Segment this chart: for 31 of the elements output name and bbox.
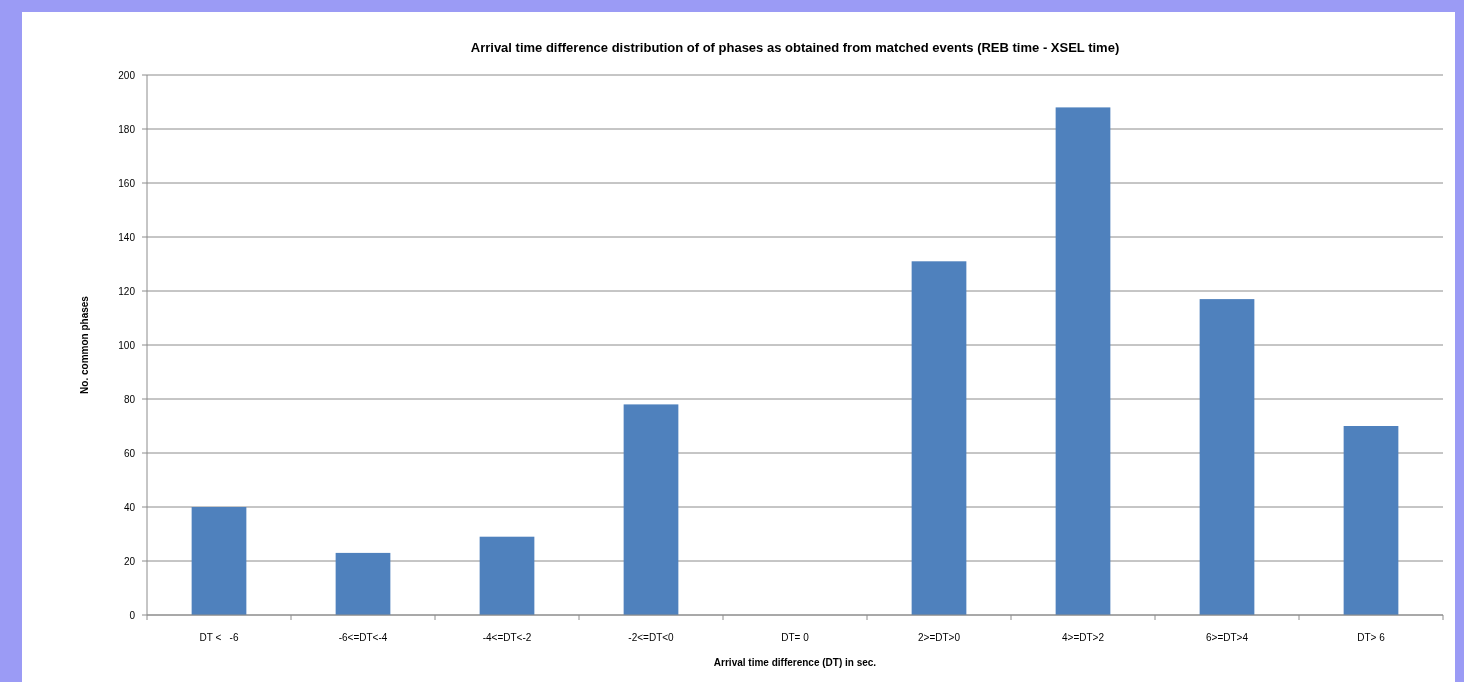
y-tick-label: 60: [123, 447, 136, 459]
y-tick-label: 20: [123, 555, 136, 567]
y-tick-label: 100: [118, 339, 136, 351]
x-tick-label: -6<=DT<-4: [338, 632, 388, 643]
y-tick-label: 0: [129, 609, 136, 621]
chart-title: Arrival time difference distribution of of phases as obtained from matched events (REB time - XSEL time): [470, 40, 1120, 55]
x-tick-label: 6>=DT>4: [1206, 632, 1249, 643]
bar: [479, 536, 535, 615]
bar: [1199, 299, 1255, 615]
y-tick-label: 140: [118, 231, 136, 243]
y-tick-label: 180: [118, 123, 136, 135]
bar: [191, 507, 247, 615]
x-tick-label: 4>=DT>2: [1062, 632, 1105, 643]
y-tick-label: 200: [118, 69, 136, 81]
x-tick-label: DT= 0: [781, 632, 810, 643]
x-tick-label: DT < -6: [199, 632, 239, 643]
y-tick-label: 160: [118, 177, 136, 189]
bar: [335, 552, 391, 615]
y-axis-title: No. common phases: [79, 295, 90, 394]
y-tick-label: 40: [123, 501, 136, 513]
y-tick-label: 120: [118, 285, 136, 297]
x-tick-label: DT> 6: [1357, 632, 1386, 643]
bar: [623, 404, 679, 615]
bar: [1055, 107, 1111, 615]
x-tick-label: 2>=DT>0: [918, 632, 961, 643]
bar: [911, 261, 967, 615]
x-axis-title: Arrival time difference (DT) in sec.: [713, 657, 877, 668]
x-tick-label: -4<=DT<-2: [482, 632, 532, 643]
y-tick-label: 80: [123, 393, 136, 405]
x-tick-label: -2<=DT<0: [628, 632, 675, 643]
bar: [1343, 426, 1399, 615]
